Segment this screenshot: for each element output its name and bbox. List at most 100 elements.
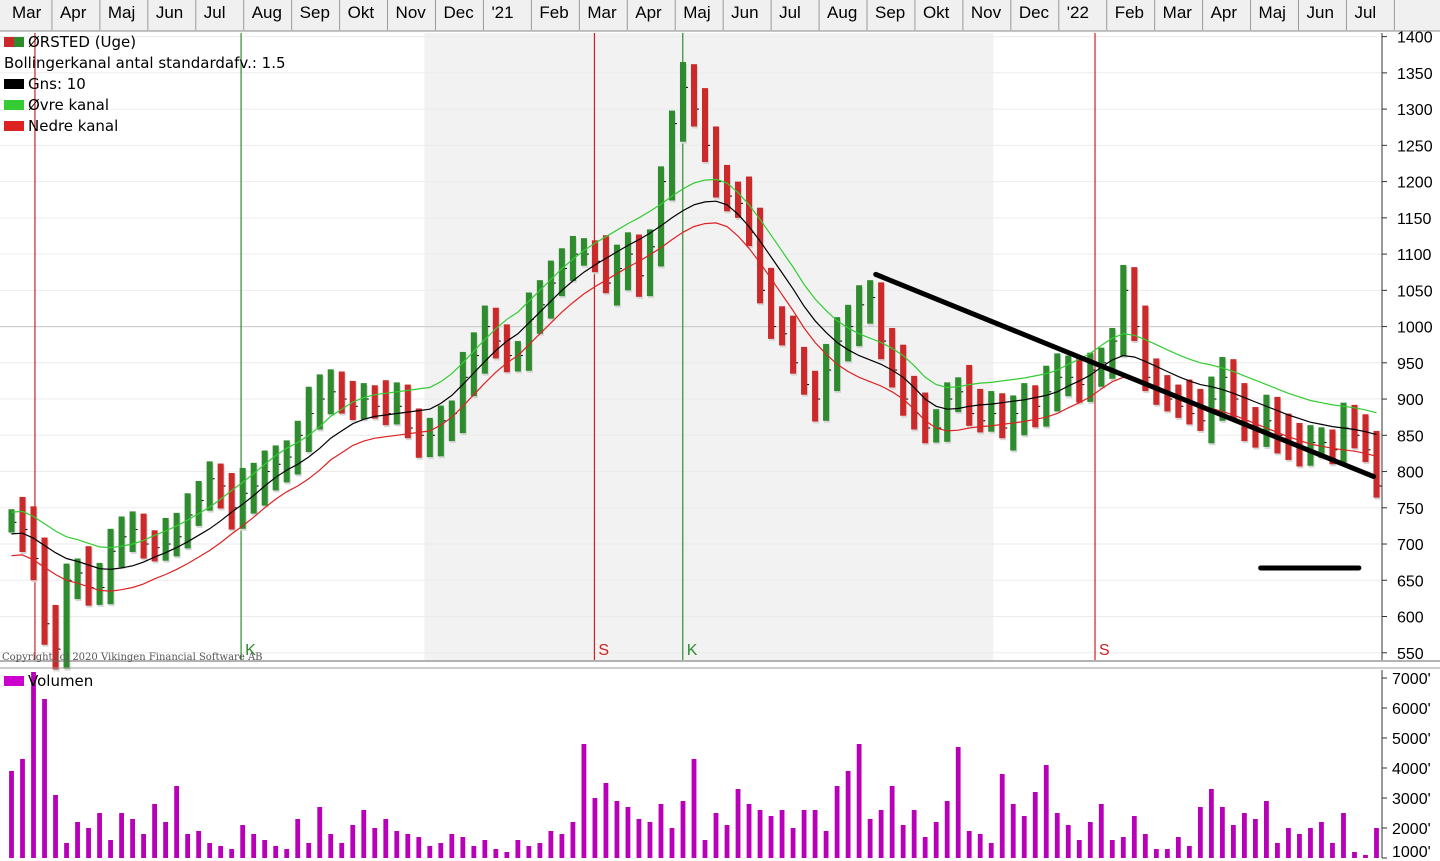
volume-bar-week-40 xyxy=(438,843,444,858)
price-bar-week-85 xyxy=(933,409,940,443)
y-tick-label-700: 700 xyxy=(1397,537,1424,554)
price-bar-week-24 xyxy=(261,450,268,506)
volume-bar-week-48 xyxy=(526,846,532,858)
signal-label-buy: K xyxy=(687,642,698,659)
price-bar-week-56 xyxy=(613,244,620,306)
y-tick-label-1300: 1300 xyxy=(1397,102,1433,119)
y-tick-label-750: 750 xyxy=(1397,501,1424,518)
price-bar-week-125 xyxy=(1373,430,1380,498)
volume-bar-week-124 xyxy=(1363,855,1368,858)
volume-bar-week-43 xyxy=(471,846,477,858)
volume-bar-week-74 xyxy=(812,810,818,858)
x-tick-label-Okt: Okt xyxy=(923,3,950,22)
volume-bar-week-102 xyxy=(1120,837,1126,858)
volume-bar-week-88 xyxy=(966,831,972,858)
volume-bar-week-47 xyxy=(515,840,521,858)
volume-bar-week-9 xyxy=(97,813,102,858)
volume-bar-week-7 xyxy=(75,822,80,858)
price-bar-week-121 xyxy=(1329,429,1336,465)
volume-bar-week-87 xyxy=(955,747,961,858)
volume-y-tick-label-5: 5000' xyxy=(1392,731,1431,748)
x-tick-label-Jun: Jun xyxy=(156,3,183,22)
volume-bar-week-96 xyxy=(1054,813,1060,858)
volume-bar-week-22 xyxy=(240,825,246,858)
volume-bar-week-6 xyxy=(64,843,69,858)
volume-bar-week-27 xyxy=(295,819,301,858)
volume-bar-week-69 xyxy=(757,810,763,858)
price-bar-week-109 xyxy=(1197,388,1204,431)
price-bar-week-23 xyxy=(250,462,257,514)
price-bar-week-66 xyxy=(723,164,731,212)
volume-bar-week-19 xyxy=(207,843,213,858)
volume-bar-week-12 xyxy=(130,819,135,858)
legend-volume-text: Volumen xyxy=(28,672,94,690)
volume-bar-week-65 xyxy=(713,813,719,858)
volume-bar-week-99 xyxy=(1087,822,1093,858)
price-bar-week-102 xyxy=(1120,264,1127,357)
price-bar-week-83 xyxy=(911,375,918,430)
price-bar-week-77 xyxy=(845,304,852,362)
price-bar-week-68 xyxy=(746,176,753,247)
price-bar-week-32 xyxy=(349,380,356,421)
price-bar-week-119 xyxy=(1307,425,1314,466)
volume-bar-week-68 xyxy=(746,804,752,858)
price-bar-week-69 xyxy=(757,207,764,304)
x-tick-label-Apr: Apr xyxy=(1211,3,1238,22)
volume-bar-week-103 xyxy=(1131,816,1137,858)
price-bar-week-89 xyxy=(977,388,984,433)
volume-bar-week-82 xyxy=(900,825,906,858)
price-bar-week-81 xyxy=(889,328,896,388)
volume-bar-week-44 xyxy=(482,840,488,858)
price-bar-week-72 xyxy=(790,315,797,374)
price-bar-week-107 xyxy=(1175,384,1182,418)
x-tick-label-Jun: Jun xyxy=(1306,3,1333,22)
price-bar-week-11 xyxy=(118,516,125,568)
price-bar-week-54 xyxy=(591,240,598,273)
volume-bar-week-112 xyxy=(1230,825,1236,858)
volume-bar-week-20 xyxy=(218,846,224,858)
volume-bar-week-16 xyxy=(174,786,180,858)
price-bar-week-14 xyxy=(151,530,158,562)
price-bar-week-103 xyxy=(1131,267,1138,342)
x-tick-label-year21: '21 xyxy=(491,3,513,22)
x-tick-label-year22: '22 xyxy=(1067,3,1089,22)
volume-bar-week-84 xyxy=(922,837,928,858)
volume-bar-week-23 xyxy=(251,834,257,858)
price-bar-week-59 xyxy=(646,229,653,297)
volume-bar-week-38 xyxy=(416,837,422,858)
price-bar-week-17 xyxy=(184,493,191,549)
volume-bar-week-107 xyxy=(1175,837,1181,858)
volume-bar-week-97 xyxy=(1065,825,1071,858)
volume-bar-week-64 xyxy=(702,840,708,858)
volume-bar-week-120 xyxy=(1319,822,1324,858)
y-tick-label-600: 600 xyxy=(1397,610,1424,627)
x-tick-label-Mar: Mar xyxy=(1163,3,1193,22)
y-tick-label-950: 950 xyxy=(1397,356,1424,373)
y-tick-label-1400: 1400 xyxy=(1397,30,1433,47)
price-bar-week-60 xyxy=(657,166,665,267)
resistance-trendline xyxy=(873,271,1377,480)
price-bar-week-2 xyxy=(19,496,26,552)
price-bar-week-101 xyxy=(1109,328,1116,379)
price-bar-week-111 xyxy=(1219,357,1226,421)
price-bar-week-27 xyxy=(294,420,301,475)
volume-bar-week-5 xyxy=(53,795,58,858)
price-bar-week-115 xyxy=(1263,394,1270,447)
legend-ma-text: Gns: 10 xyxy=(28,75,86,93)
x-tick-label-Nov: Nov xyxy=(971,3,1002,22)
volume-bar-week-77 xyxy=(845,771,851,858)
price-bar-week-88 xyxy=(966,364,973,426)
price-bar-week-112 xyxy=(1230,359,1237,421)
price-bar-week-33 xyxy=(360,383,367,420)
legend-bollinger-setting: Bollingerkanal antal standardafv.: 1.5 xyxy=(4,54,286,72)
volume-bar-week-21 xyxy=(229,849,235,858)
volume-bar-week-41 xyxy=(449,834,455,858)
x-tick-label-Dec: Dec xyxy=(443,3,474,22)
volume-bar-week-30 xyxy=(328,834,334,858)
volume-bar-week-52 xyxy=(570,822,576,858)
price-bar-week-74 xyxy=(812,370,819,422)
volume-bar-week-80 xyxy=(878,810,884,858)
price-bar-week-12 xyxy=(129,511,136,552)
volume-bar-week-62 xyxy=(680,801,686,858)
